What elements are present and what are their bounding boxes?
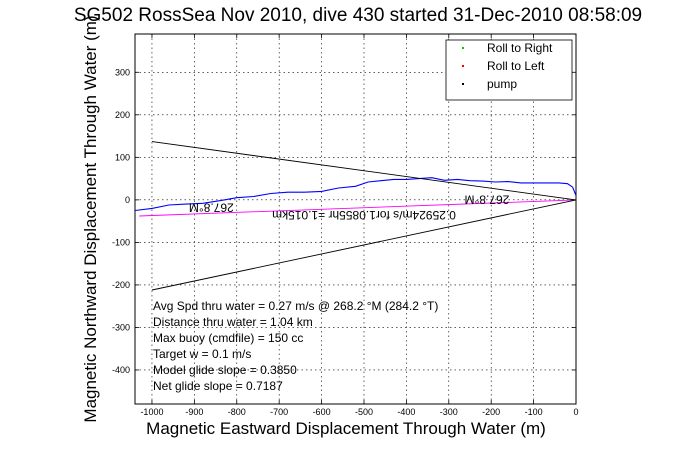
legend-label: pump bbox=[487, 77, 517, 91]
y-tick-label: 300 bbox=[115, 67, 130, 77]
grid-lines bbox=[135, 34, 577, 404]
series-line-heading-line-lower bbox=[151, 199, 577, 291]
y-tick-label: 0 bbox=[125, 195, 130, 205]
legend: Roll to Right Roll to Left pump bbox=[445, 39, 573, 101]
x-tick-label: -700 bbox=[270, 407, 288, 417]
dive-note: Model glide slope = 0.3850 bbox=[153, 363, 297, 377]
x-tick-label: -1000 bbox=[140, 407, 163, 417]
dive-notes: Avg Spd thru water = 0.27 m/s @ 268.2 °M… bbox=[153, 299, 438, 393]
data-series bbox=[134, 141, 577, 291]
chart-title: SG502 RossSea Nov 2010, dive 430 started… bbox=[74, 5, 642, 26]
series-line-depth-averaged-current bbox=[139, 199, 577, 217]
y-tick-label: -400 bbox=[112, 365, 130, 375]
track-annotation: 267.8°M bbox=[189, 200, 234, 214]
x-tick-label: -500 bbox=[355, 407, 373, 417]
dive-note: Target w = 0.1 m/s bbox=[153, 347, 251, 361]
legend-label: Roll to Left bbox=[487, 59, 545, 73]
y-axis-label: Magnetic Northward Displacement Through … bbox=[81, 15, 100, 422]
legend-label: Roll to Right bbox=[487, 41, 553, 55]
track-annotation: 0.25924m/s for1.0855hr =1.015km bbox=[272, 208, 456, 222]
x-tick-label: 0 bbox=[573, 407, 578, 417]
x-tick-label: -900 bbox=[185, 407, 203, 417]
series-line-heading-line-upper bbox=[151, 141, 577, 201]
series-line-track bbox=[134, 177, 577, 212]
x-axis-label: Magnetic Eastward Displacement Through W… bbox=[146, 419, 546, 438]
track-annotations: 267.8°M 267.8°M 0.25924m/s for1.0855hr =1.… bbox=[189, 193, 509, 222]
y-tick-label: 100 bbox=[115, 152, 130, 162]
legend-items: Roll to Right Roll to Left pump bbox=[462, 41, 553, 91]
x-tick-label: -300 bbox=[440, 407, 458, 417]
x-tick-label: -400 bbox=[397, 407, 415, 417]
x-tick-label: -800 bbox=[228, 407, 246, 417]
dive-note: Distance thru water = 1.04 km bbox=[153, 315, 313, 329]
x-tick-label: -200 bbox=[482, 407, 500, 417]
track-annotation: 267.8°M bbox=[465, 193, 510, 207]
x-tick-label: -100 bbox=[525, 407, 543, 417]
dive-note: Net glide slope = 0.7187 bbox=[153, 379, 283, 393]
dive-note: Avg Spd thru water = 0.27 m/s @ 268.2 °M… bbox=[153, 299, 438, 313]
y-tick-label: -200 bbox=[112, 280, 130, 290]
y-tick-label: -300 bbox=[112, 322, 130, 332]
x-axis-ticks: -1000 -900 -800 -700 -600 -500 -400 -300 -200 -10… bbox=[140, 34, 579, 417]
y-tick-label: 200 bbox=[115, 110, 130, 120]
dive-note: Max buoy (cmdfile) = 150 cc bbox=[153, 331, 303, 345]
x-tick-label: -600 bbox=[313, 407, 331, 417]
y-tick-label: -100 bbox=[112, 237, 130, 247]
legend-box bbox=[445, 39, 573, 101]
y-axis-ticks: -400 -300 -200 -100 0 100 200 300 bbox=[112, 67, 576, 375]
